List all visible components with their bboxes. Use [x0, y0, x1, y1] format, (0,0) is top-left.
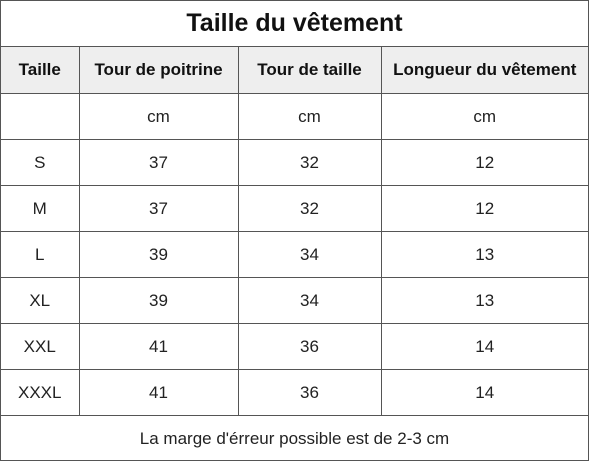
- header-row: Taille Tour de poitrine Tour de taille L…: [1, 46, 589, 94]
- table-row: XXL 41 36 14: [1, 323, 589, 370]
- table-row: XXXL 41 36 14: [1, 369, 589, 416]
- cell-size: XL: [1, 277, 80, 324]
- cell-waist: 36: [237, 369, 382, 416]
- table-row: M 37 32 12: [1, 185, 589, 232]
- cell-size: XXXL: [1, 369, 80, 416]
- cell-chest: 41: [78, 323, 239, 370]
- cell-chest: 37: [78, 185, 239, 232]
- cell-size: M: [1, 185, 80, 232]
- cell-length: 14: [380, 369, 589, 416]
- cell-waist: 36: [237, 323, 382, 370]
- table-title: Taille du vêtement: [1, 1, 589, 47]
- cell-size: S: [1, 139, 80, 186]
- cell-chest: 39: [78, 277, 239, 324]
- cell-chest: 39: [78, 231, 239, 278]
- unit-size: [1, 93, 80, 140]
- cell-chest: 37: [78, 139, 239, 186]
- title-row: Taille du vêtement: [1, 1, 589, 47]
- cell-waist: 34: [237, 231, 382, 278]
- unit-waist: cm: [237, 93, 382, 140]
- cell-length: 13: [380, 231, 589, 278]
- footer-row: La marge d'érreur possible est de 2-3 cm: [1, 415, 589, 461]
- cell-waist: 32: [237, 185, 382, 232]
- cell-chest: 41: [78, 369, 239, 416]
- cell-size: XXL: [1, 323, 80, 370]
- cell-length: 13: [380, 277, 589, 324]
- unit-chest: cm: [78, 93, 239, 140]
- cell-waist: 32: [237, 139, 382, 186]
- header-size: Taille: [1, 46, 80, 94]
- cell-size: L: [1, 231, 80, 278]
- cell-length: 12: [380, 139, 589, 186]
- cell-waist: 34: [237, 277, 382, 324]
- table-row: L 39 34 13: [1, 231, 589, 278]
- unit-length: cm: [380, 93, 589, 140]
- table-row: S 37 32 12: [1, 139, 589, 186]
- header-chest: Tour de poitrine: [78, 46, 239, 94]
- header-length: Longueur du vêtement: [380, 46, 589, 94]
- header-waist: Tour de taille: [237, 46, 382, 94]
- footer-note: La marge d'érreur possible est de 2-3 cm: [1, 415, 589, 461]
- cell-length: 12: [380, 185, 589, 232]
- cell-length: 14: [380, 323, 589, 370]
- units-row: cm cm cm: [1, 93, 589, 140]
- table-row: XL 39 34 13: [1, 277, 589, 324]
